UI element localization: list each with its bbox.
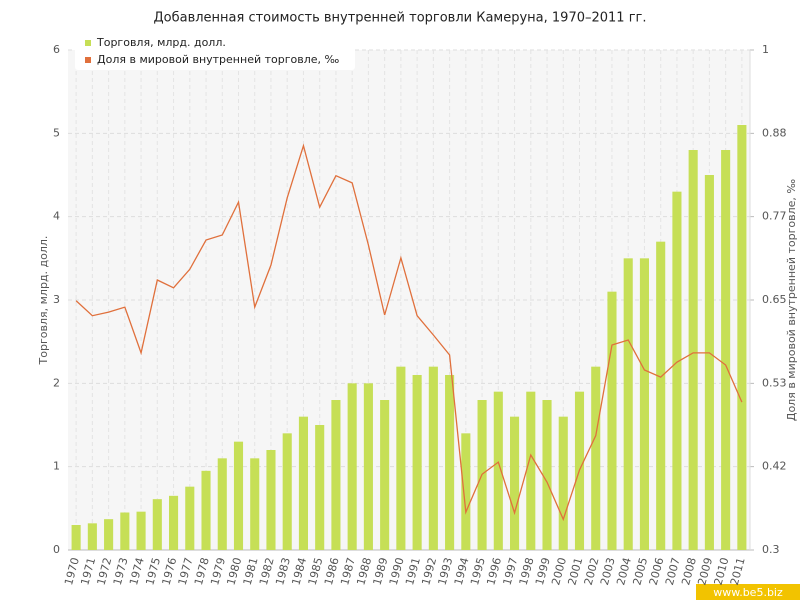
bar — [87, 523, 97, 550]
bar — [704, 175, 714, 550]
y2-tick-label: 0.42 — [762, 460, 787, 473]
bar — [152, 499, 162, 550]
y-tick-label: 6 — [53, 43, 60, 56]
y2-tick-label: 0.53 — [762, 376, 787, 389]
legend-box — [75, 33, 355, 70]
bar — [737, 125, 747, 550]
bar — [639, 258, 649, 550]
bar — [217, 458, 227, 550]
bar — [363, 383, 373, 550]
y-tick-label: 4 — [53, 210, 60, 223]
y-tick-label: 5 — [53, 126, 60, 139]
bar — [493, 391, 503, 550]
bar — [607, 291, 617, 550]
y2-tick-label: 0.77 — [762, 210, 787, 223]
bar — [71, 525, 81, 550]
bar — [510, 416, 520, 550]
bar — [412, 375, 422, 550]
bar — [672, 191, 682, 550]
bar — [282, 433, 292, 550]
legend-label: Доля в мировой внутренней торговле, ‰ — [97, 53, 340, 66]
bar — [250, 458, 260, 550]
bar — [591, 366, 601, 550]
line — [75, 143, 743, 522]
bar — [688, 150, 698, 550]
y2-tick-label: 0.3 — [762, 543, 780, 556]
y-axis-label: Торговля, млрд. долл. — [37, 236, 50, 366]
bar — [721, 150, 731, 550]
bar — [136, 511, 146, 550]
legend-label: Торговля, млрд. долл. — [96, 36, 226, 49]
bar — [428, 366, 438, 550]
y2-axis-label: Доля в мировой внутренней торговле, ‰ — [785, 179, 798, 422]
bar — [233, 441, 244, 550]
bar — [201, 470, 211, 550]
bar — [526, 391, 536, 550]
bar — [623, 258, 633, 550]
bar — [331, 400, 341, 550]
bar — [120, 512, 130, 550]
bar — [445, 375, 455, 550]
bar — [315, 425, 325, 550]
bar — [347, 383, 357, 550]
legend-swatch — [85, 57, 91, 63]
y-tick-label: 3 — [53, 293, 60, 306]
bar — [461, 433, 471, 550]
watermark-bg — [696, 584, 800, 600]
bar — [396, 366, 406, 550]
bar — [169, 495, 179, 550]
y-tick-label: 0 — [53, 543, 60, 556]
bar — [266, 450, 276, 550]
bar — [185, 486, 195, 550]
legend-swatch — [85, 40, 91, 46]
bar — [558, 416, 568, 550]
chart-title: Добавленная стоимость внутренней торговл… — [153, 11, 646, 26]
y2-tick-label: 0.88 — [762, 126, 787, 139]
bar — [298, 416, 308, 550]
y2-tick-label: 1 — [762, 43, 769, 56]
bar — [542, 400, 552, 550]
watermark: www.be5.biz — [713, 586, 783, 599]
bar — [656, 241, 666, 550]
bar — [380, 400, 390, 550]
y-tick-label: 2 — [53, 376, 60, 389]
y2-tick-label: 0.65 — [762, 293, 787, 306]
y-tick-label: 1 — [53, 460, 60, 473]
bar — [104, 519, 114, 550]
